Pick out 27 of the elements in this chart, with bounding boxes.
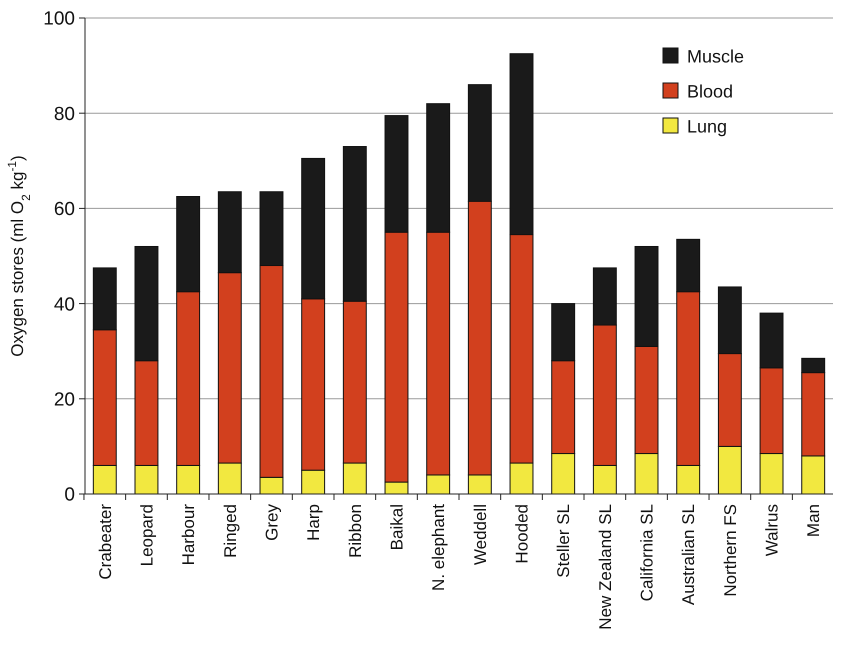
y-tick-label: 20 — [54, 389, 75, 410]
x-tick-label: Man — [804, 504, 824, 538]
x-tick-label: Grey — [262, 504, 282, 541]
x-tick-label: Crabeater — [96, 504, 115, 580]
x-tick-label: N. elephant — [429, 504, 448, 591]
x-tick-label: Hooded — [512, 504, 532, 564]
x-tick-label: Walrus — [762, 504, 782, 556]
y-tick-label: 40 — [54, 294, 75, 316]
x-tick-label: Weddell — [470, 504, 490, 566]
x-tick-label: Ringed — [220, 504, 240, 558]
y-tick-label: 100 — [43, 8, 75, 30]
x-tick-label: Ribbon — [346, 504, 365, 558]
x-tick-label: California SL — [638, 504, 657, 602]
x-tick-label: Northern FS — [720, 504, 740, 597]
legend-label: Muscle — [687, 46, 744, 66]
x-tick-label: Harbour — [179, 504, 198, 566]
legend-label: Blood — [687, 81, 734, 102]
y-tick-label: 0 — [64, 484, 75, 506]
legend-label: Lung — [687, 116, 728, 136]
x-tick-label: Baikal — [387, 504, 406, 550]
x-tick-label: Steller SL — [554, 504, 574, 578]
x-tick-label: Australian SL — [679, 504, 698, 606]
y-tick-label: 80 — [54, 104, 75, 125]
y-tick-label: 60 — [54, 199, 75, 220]
x-tick-label: New Zealand SL — [596, 504, 615, 630]
x-tick-label: Leopard — [137, 504, 156, 566]
x-tick-label: Harp — [304, 504, 324, 541]
